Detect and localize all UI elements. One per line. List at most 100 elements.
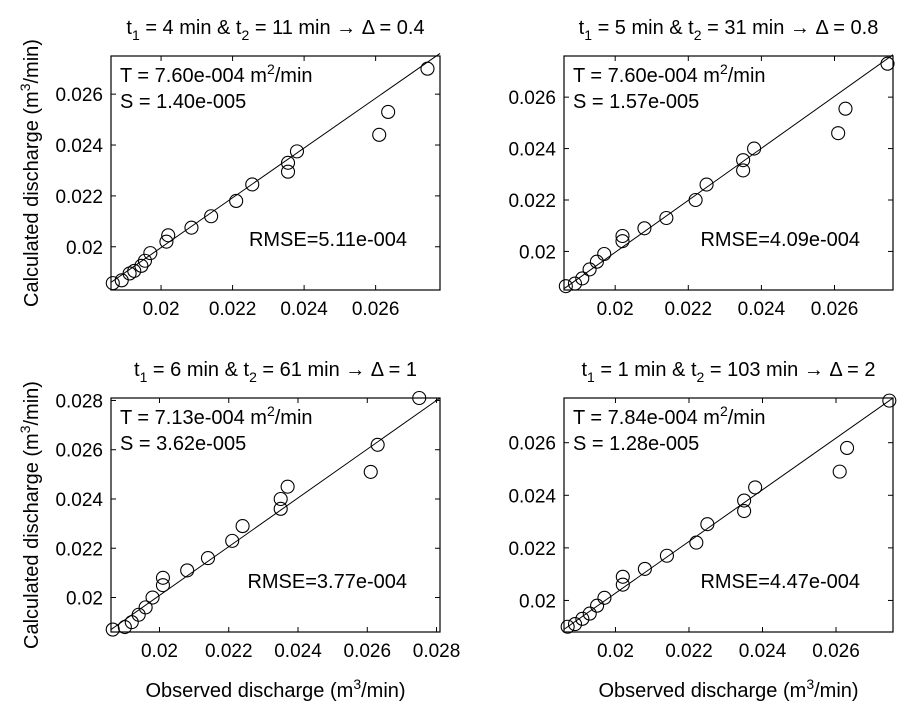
x-axis-label: Observed discharge (m3/min): [598, 676, 858, 702]
x-tick-label: 0.026: [811, 299, 859, 320]
reference-line: [110, 53, 441, 283]
data-point: [117, 620, 132, 635]
x-tick-label: 0.024: [739, 641, 787, 662]
data-point: [597, 246, 612, 262]
data-point: [840, 440, 855, 456]
data-point: [273, 501, 288, 516]
data-point: [736, 153, 751, 168]
axes-box: [563, 397, 894, 633]
transmissivity-label: T = 7.13e-004 m2/min: [120, 403, 313, 429]
reference-line: [563, 54, 894, 290]
data-point: [736, 163, 751, 178]
subplot-2: 0.02 0.022 0.024 0.026 0.02 0.022 0.024 0.026 t1…: [508, 17, 895, 320]
data-point: [567, 276, 583, 291]
data-point: [204, 209, 219, 224]
reference-line: [563, 397, 894, 630]
data-point: [748, 480, 763, 495]
y-axis-label: Calculated discharge (m3/min): [17, 381, 43, 649]
x-tick-label: 0.024: [274, 641, 322, 662]
data-point: [831, 126, 846, 141]
axes-box: [110, 397, 441, 633]
axes-box: [563, 55, 894, 291]
y-tick-label: 0.024: [55, 136, 103, 157]
data-point: [134, 258, 149, 273]
data-point: [582, 262, 597, 277]
subplot-4: 0.02 0.022 0.024 0.026 0.02 0.022 0.024 0.026 t1…: [508, 359, 897, 702]
storativity-label: S = 1.57e-005: [573, 91, 699, 113]
y-axis-label: Calculated discharge (m3/min): [17, 39, 43, 307]
data-point: [737, 504, 752, 519]
data-point: [747, 141, 762, 156]
x-tick-label: 0.02: [597, 641, 634, 662]
data-point: [200, 551, 216, 566]
data-point: [575, 611, 590, 626]
data-point: [597, 590, 612, 605]
data-point: [105, 622, 120, 637]
x-tick-label: 0.022: [665, 299, 713, 320]
data-point: [832, 464, 847, 479]
data-point: [155, 578, 170, 593]
subplot-title: t1 = 4 min & t2 = 11 min → Δ = 0.4: [126, 17, 424, 43]
data-point: [737, 493, 752, 508]
data-point: [582, 606, 597, 621]
data-point: [372, 127, 387, 142]
data-point: [127, 263, 142, 278]
data-point: [161, 228, 176, 243]
y-tick-label: 0.022: [55, 187, 103, 208]
rmse-label: RMSE=3.77e-004: [247, 571, 407, 593]
data-point: [159, 234, 174, 249]
data-point: [280, 479, 295, 494]
data-point: [245, 177, 260, 192]
transmissivity-label: T = 7.60e-004 m2/min: [573, 61, 766, 87]
y-tick-label: 0.02: [66, 238, 103, 259]
y-tick-label: 0.02: [519, 242, 556, 263]
data-point: [558, 279, 573, 294]
storativity-label: S = 1.40e-005: [120, 91, 246, 113]
y-tick-label: 0.024: [508, 486, 556, 507]
data-point: [280, 155, 296, 170]
y-tick-label: 0.024: [55, 490, 103, 511]
data-point: [637, 221, 652, 236]
data-point: [659, 548, 674, 563]
data-point: [589, 254, 604, 269]
data-point: [273, 491, 288, 507]
axes-box: [110, 55, 441, 291]
data-point: [363, 464, 378, 479]
x-tick-label: 0.026: [352, 299, 400, 320]
data-point: [590, 598, 605, 613]
data-point: [412, 390, 427, 406]
y-tick-label: 0.02: [66, 589, 103, 610]
x-tick-label: 0.028: [413, 641, 461, 662]
data-point: [137, 253, 153, 268]
y-tick-label: 0.022: [55, 539, 103, 560]
transmissivity-label: T = 7.60e-004 m2/min: [120, 61, 313, 87]
data-point: [575, 271, 590, 286]
y-tick-label: 0.022: [508, 539, 556, 560]
data-point: [688, 192, 703, 208]
y-tick-label: 0.022: [508, 191, 556, 212]
storativity-label: S = 3.62e-005: [120, 433, 246, 455]
data-point: [637, 561, 652, 576]
subplot-title: t1 = 6 min & t2 = 61 min → Δ = 1: [134, 359, 417, 385]
y-tick-label: 0.026: [508, 434, 556, 455]
data-point: [615, 569, 630, 584]
data-point: [114, 273, 129, 288]
data-point: [180, 563, 195, 578]
data-point: [615, 234, 630, 249]
x-tick-label: 0.022: [205, 641, 253, 662]
data-point: [155, 570, 170, 585]
x-tick-label: 0.026: [812, 641, 860, 662]
data-point: [560, 619, 575, 634]
y-tick-label: 0.024: [508, 140, 556, 161]
y-tick-label: 0.02: [519, 591, 556, 612]
subplot-3: 0.02 0.022 0.024 0.026 0.028 0.02 0.022 0.024 0.…: [17, 359, 460, 702]
x-tick-label: 0.02: [141, 641, 178, 662]
transmissivity-label: T = 7.84e-004 m2/min: [573, 403, 766, 429]
storativity-label: S = 1.28e-005: [573, 433, 699, 455]
rmse-label: RMSE=4.47e-004: [700, 571, 860, 593]
data-point: [615, 228, 630, 244]
x-tick-label: 0.022: [665, 641, 713, 662]
x-tick-label: 0.02: [597, 299, 634, 320]
data-point: [235, 519, 250, 534]
